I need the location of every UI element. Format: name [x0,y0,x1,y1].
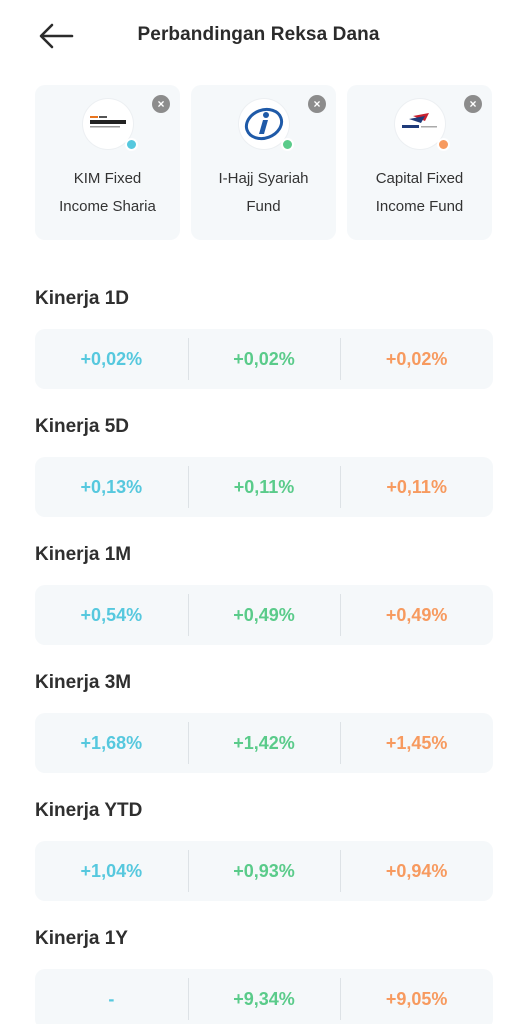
fund-name-line1: Capital Fixed [375,170,464,187]
section-title-5d: Kinerja 5D [35,416,129,437]
section-title-1y: Kinerja 1Y [35,928,128,949]
performance-value: +1,45% [340,713,493,773]
performance-value: +9,34% [187,969,341,1024]
korea-investment-logo-icon [90,116,126,128]
performance-value: +0,13% [80,476,143,497]
performance-value: +0,49% [340,585,493,645]
performance-row-1m: +0,54% +0,49% +0,49% [35,585,493,645]
fund-name: KIM Fixed Income Sharia [41,165,174,221]
fund-logo-ihajj [239,99,294,151]
remove-fund-button[interactable]: × [152,95,170,113]
remove-fund-button[interactable]: × [308,95,326,113]
fund-name: I-Hajj Syariah Fund [197,165,330,221]
back-button[interactable] [36,18,76,54]
performance-value: - [108,988,115,1009]
capital-logo-icon [402,113,437,128]
performance-value: +0,94% [340,841,493,901]
fund-name-line2: Income Sharia [59,198,156,215]
fund-card-ihajj[interactable]: × I-Hajj Syariah Fund [191,85,336,240]
performance-value: +0,02% [340,329,493,389]
fund-name: Capital Fixed Income Fund [353,165,486,221]
section-title-ytd: Kinerja YTD [35,800,143,821]
performance-value: +0,49% [187,585,341,645]
performance-value: +9,05% [340,969,493,1024]
fund-color-dot [281,138,294,151]
performance-value: +1,42% [187,713,341,773]
fund-name-line2: Fund [246,198,281,215]
fund-name-line2: Income Fund [375,198,464,215]
page-title: Perbandingan Reksa Dana [137,24,380,45]
performance-value: +0,93% [187,841,341,901]
performance-value: +1,68% [80,732,143,753]
fund-color-dot [437,138,450,151]
performance-row-3m: +1,68% +1,42% +1,45% [35,713,493,773]
performance-row-5d: +0,13% +0,11% +0,11% [35,457,493,517]
performance-value: +0,02% [80,348,143,369]
fund-name-line1: I-Hajj Syariah [218,170,309,187]
section-title-1m: Kinerja 1M [35,544,132,565]
performance-value: +0,11% [187,457,341,517]
fund-logo-kim [83,99,138,151]
fund-logo-capital [395,99,450,151]
section-title-3m: Kinerja 3M [35,672,132,693]
arrow-left-icon [39,23,74,49]
fund-name-line1: KIM Fixed [73,170,142,187]
remove-fund-button[interactable]: × [464,95,482,113]
section-title-1d: Kinerja 1D [35,288,129,309]
fund-cards: × KIM Fixed Income Sharia × I-Hajj Syari… [35,85,493,240]
performance-row-ytd: +1,04% +0,93% +0,94% [35,841,493,901]
fund-color-dot [125,138,138,151]
performance-value: +0,11% [340,457,493,517]
fund-card-kim[interactable]: × KIM Fixed Income Sharia [35,85,180,240]
top-bar: Perbandingan Reksa Dana [0,0,517,72]
performance-row-1d: +0,02% +0,02% +0,02% [35,329,493,389]
performance-row-1y: - +9,34% +9,05% [35,969,493,1024]
fund-card-capital[interactable]: × Capital Fixed Income Fund [347,85,492,240]
i-logo-icon [244,107,284,141]
performance-value: +0,02% [187,329,341,389]
performance-value: +0,54% [80,604,143,625]
performance-value: +1,04% [80,860,143,881]
